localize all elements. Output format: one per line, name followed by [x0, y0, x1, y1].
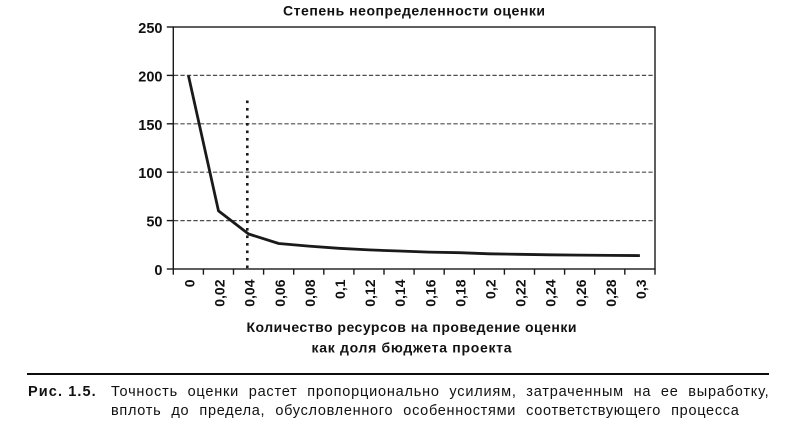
svg-text:0,26: 0,26 — [573, 279, 589, 306]
svg-text:0,06: 0,06 — [272, 279, 288, 306]
svg-text:0,28: 0,28 — [603, 279, 619, 306]
svg-text:0: 0 — [154, 263, 162, 279]
svg-text:100: 100 — [138, 166, 162, 182]
svg-text:0,12: 0,12 — [362, 279, 378, 306]
svg-text:200: 200 — [138, 69, 162, 85]
svg-text:0,08: 0,08 — [302, 279, 318, 306]
svg-text:0: 0 — [182, 279, 198, 287]
svg-text:0,14: 0,14 — [392, 279, 408, 306]
svg-text:0,1: 0,1 — [332, 279, 348, 299]
svg-text:0,24: 0,24 — [543, 279, 559, 306]
svg-text:Степень неопределенности оценк: Степень неопределенности оценки — [283, 3, 545, 19]
svg-text:как доля бюджета проекта: как доля бюджета проекта — [312, 340, 512, 356]
svg-text:0,04: 0,04 — [242, 279, 258, 306]
svg-text:0,02: 0,02 — [212, 279, 228, 306]
svg-text:0,2: 0,2 — [483, 279, 499, 299]
svg-text:0,16: 0,16 — [422, 279, 438, 306]
svg-text:50: 50 — [146, 215, 162, 231]
svg-text:0,22: 0,22 — [513, 279, 529, 306]
svg-text:Количество ресурсов на проведе: Количество ресурсов на проведение оценки — [247, 319, 577, 335]
svg-text:250: 250 — [138, 21, 162, 37]
svg-text:150: 150 — [138, 118, 162, 134]
svg-text:0,18: 0,18 — [452, 279, 468, 306]
svg-text:0,3: 0,3 — [633, 279, 649, 299]
